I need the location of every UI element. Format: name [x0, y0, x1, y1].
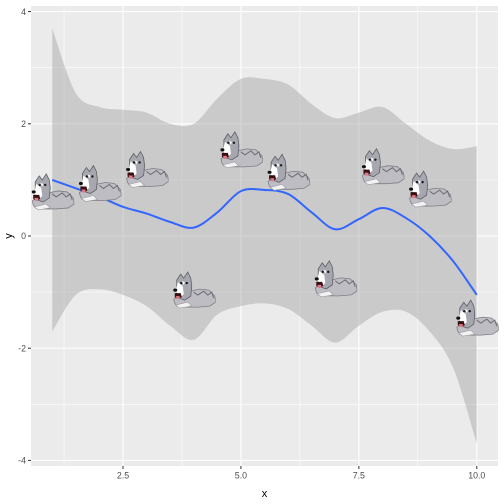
x-tick-label: 5.0	[235, 471, 247, 481]
y-tick-label: -2	[18, 343, 26, 353]
y-axis-title: y	[3, 233, 15, 239]
x-axis-title: x	[262, 488, 268, 500]
y-tick-label: 2	[21, 119, 26, 129]
x-tick-label: 2.5	[117, 471, 129, 481]
y-tick-label: 4	[21, 7, 26, 17]
y-tick-label: 0	[21, 231, 26, 241]
x-tick-label: 7.5	[353, 471, 365, 481]
plot-panel	[31, 6, 499, 466]
x-tick-label: 10.0	[468, 471, 485, 481]
y-tick-label: -4	[18, 456, 26, 466]
